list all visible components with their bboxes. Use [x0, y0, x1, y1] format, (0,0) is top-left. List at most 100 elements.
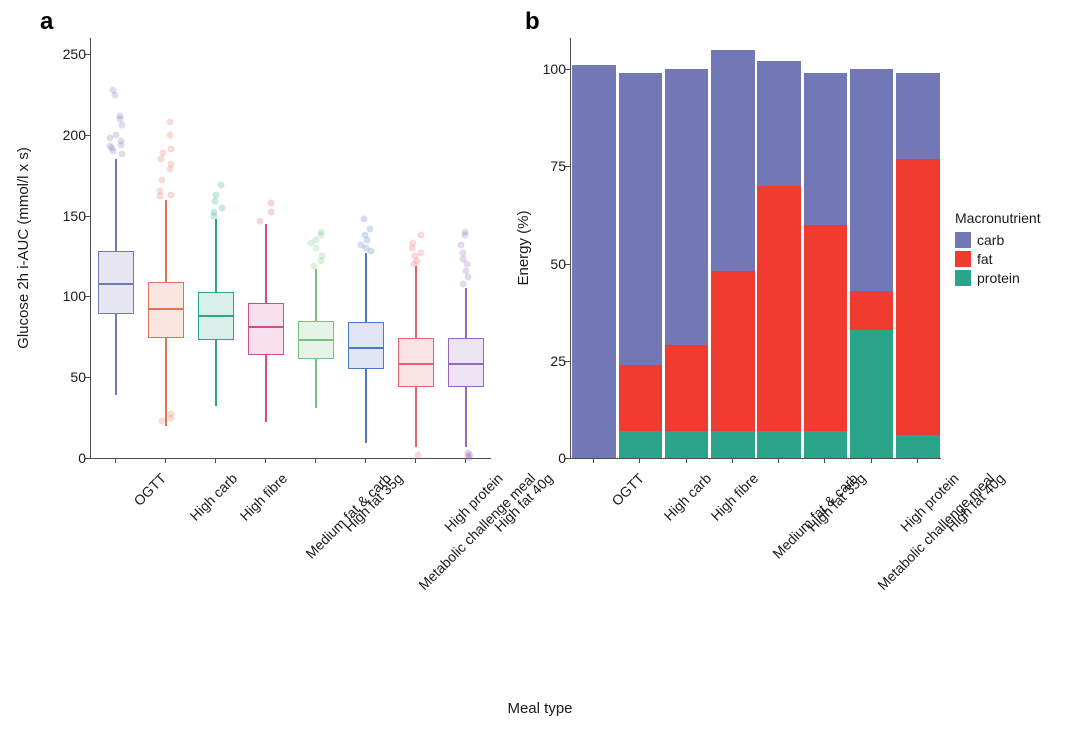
legend-item-protein: protein [955, 270, 1041, 286]
outlier-point [156, 188, 163, 195]
bar-segment-protein [665, 431, 708, 458]
outlier-point [459, 256, 466, 263]
median-line [298, 339, 334, 341]
panel-a-y-title: Glucose 2h i-AUC (mmol/l x s) [15, 147, 32, 349]
outlier-point [366, 225, 373, 232]
ytick-label: 100 [36, 288, 86, 304]
box [348, 322, 384, 369]
ytick-label: 150 [36, 208, 86, 224]
outlier-point [460, 280, 467, 287]
stacked-bar [665, 69, 708, 458]
legend-title: Macronutrient [955, 210, 1041, 226]
bar-segment-protein [804, 431, 847, 458]
outlier-point [168, 191, 175, 198]
outlier-point [268, 209, 275, 216]
xtick-mark [917, 458, 918, 463]
outlier-point [409, 240, 416, 247]
bar-segment-carb [896, 73, 939, 159]
outlier-point [465, 274, 472, 281]
ytick-label: 50 [36, 369, 86, 385]
xtick-mark [871, 458, 872, 463]
legend-item-fat: fat [955, 251, 1041, 267]
median-line [398, 363, 434, 365]
xtick-label: OGTT [130, 470, 169, 509]
ytick-label: 25 [528, 353, 566, 369]
panel-b-xticks: OGTTHigh carbHigh fibreMedium fat & carb… [570, 458, 940, 688]
xtick-mark [115, 458, 116, 463]
whisker-lower [315, 359, 316, 407]
bar-segment-carb [804, 73, 847, 225]
outlier-point [358, 241, 365, 248]
bar-segment-fat [757, 186, 800, 431]
outlier-point [361, 215, 368, 222]
stacked-bar [850, 69, 893, 458]
outlier-point [118, 138, 125, 145]
whisker-lower [215, 340, 216, 406]
xtick-label: OGTT [609, 470, 648, 509]
outlier-point [160, 149, 167, 156]
outlier-point [158, 156, 165, 163]
xtick-mark [415, 458, 416, 463]
outlier-point [318, 228, 325, 235]
outlier-point [212, 191, 219, 198]
panel-b-y-title: Energy (%) [515, 210, 532, 285]
outlier-point [168, 146, 175, 153]
bar-segment-protein [711, 431, 754, 458]
whisker-upper [115, 159, 116, 251]
bar-segment-carb [572, 65, 615, 458]
ytick-label: 200 [36, 127, 86, 143]
panel-a-plot-area [90, 38, 491, 459]
outlier-point [318, 253, 325, 260]
ytick-label: 50 [528, 256, 566, 272]
outlier-point [116, 112, 123, 119]
whisker-lower [115, 314, 116, 395]
bar-segment-carb [619, 73, 662, 365]
median-line [98, 283, 134, 285]
whisker-lower [365, 369, 366, 443]
outlier-point [457, 241, 464, 248]
outlier-point [257, 217, 264, 224]
outlier-point [107, 143, 114, 150]
outlier-point [158, 417, 165, 424]
legend-swatch [955, 270, 971, 286]
xtick-mark [686, 458, 687, 463]
bar-segment-protein [619, 431, 662, 458]
whisker-upper [165, 200, 166, 282]
outlier-point [118, 122, 125, 129]
outlier-point [362, 232, 369, 239]
bar-segment-protein [757, 431, 800, 458]
outlier-point [217, 182, 224, 189]
panel-b-plot-area [570, 38, 941, 459]
xtick-label: High fibre [707, 470, 761, 524]
whisker-lower [415, 387, 416, 447]
xtick-label: High carb [187, 470, 241, 524]
outlier-point [268, 199, 275, 206]
bar-segment-fat [619, 365, 662, 431]
outlier-point [418, 232, 425, 239]
xtick-mark [215, 458, 216, 463]
outlier-point [417, 249, 424, 256]
legend-label: protein [977, 270, 1020, 286]
outlier-point [219, 204, 226, 211]
outlier-point [112, 131, 119, 138]
xtick-mark [265, 458, 266, 463]
xtick-mark [315, 458, 316, 463]
ytick-label: 0 [36, 450, 86, 466]
bar-segment-protein [850, 330, 893, 458]
stacked-bar [804, 73, 847, 458]
xtick-mark [778, 458, 779, 463]
xtick-label: High fat 35g [804, 470, 869, 535]
bar-segment-fat [804, 225, 847, 431]
x-axis-title: Meal type [0, 700, 1080, 717]
outlier-point [311, 262, 318, 269]
outlier-point [167, 161, 174, 168]
xtick-label: High fibre [237, 470, 291, 524]
ytick-label: 100 [528, 61, 566, 77]
stacked-bar [619, 73, 662, 458]
outlier-point [166, 119, 173, 126]
ytick-label: 0 [528, 450, 566, 466]
legend-label: fat [977, 251, 993, 267]
bar-segment-fat [896, 159, 939, 435]
xtick-mark [593, 458, 594, 463]
median-line [448, 363, 484, 365]
